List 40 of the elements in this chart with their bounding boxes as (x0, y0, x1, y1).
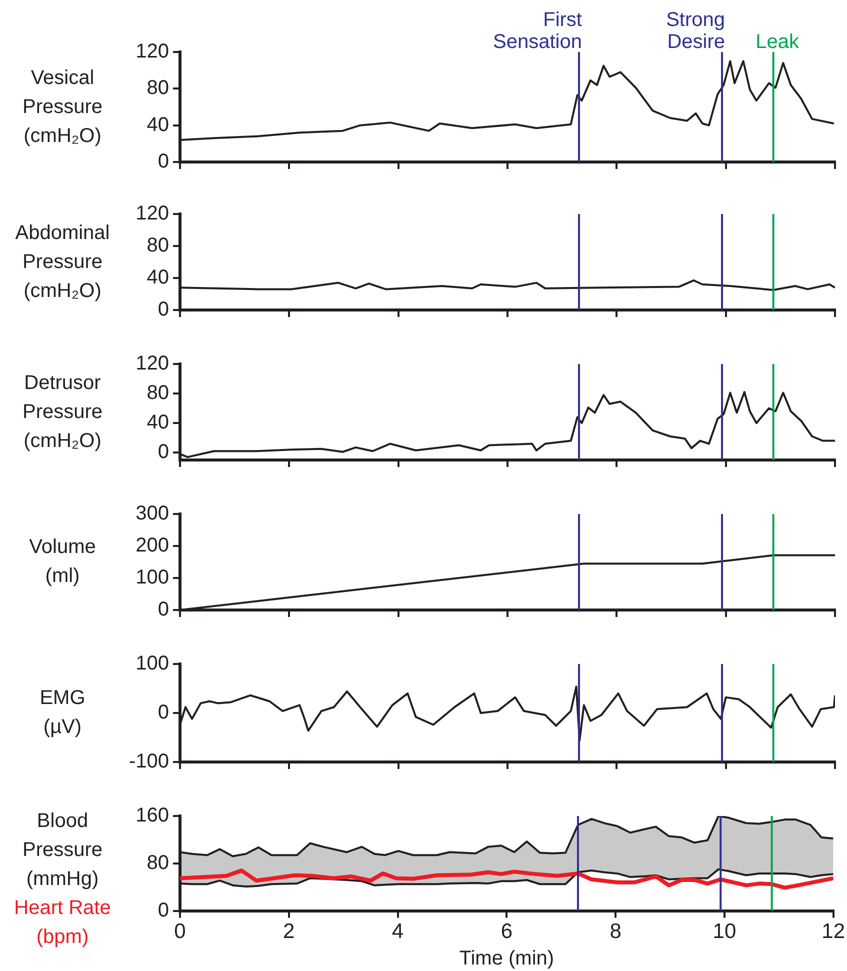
y-axis-title: Blood Pressure (mmHg) (22, 808, 103, 892)
ref-line-label: Strong Desire (666, 9, 726, 53)
y-tick-label: 200 (136, 534, 169, 557)
x-axis-title: Time (min) (459, 948, 554, 970)
y-tick-label: 100 (136, 652, 169, 675)
y-tick-label: 160 (136, 804, 169, 827)
y-tick-label: 0 (158, 150, 169, 173)
x-tick-label: 2 (283, 920, 295, 944)
y-tick-label: 0 (158, 702, 169, 724)
y-axis-title: EMG (µV) (40, 686, 86, 740)
y-tick-label: 100 (136, 566, 169, 589)
y-axis-title: Abdominal Pressure (cmH₂O) (15, 220, 110, 304)
y-tick-label: 40 (146, 114, 169, 136)
y-axis-title: Vesical Pressure (cmH₂O) (22, 66, 103, 148)
ref-line-label: Leak (756, 31, 800, 53)
y-tick-label: 80 (146, 382, 169, 404)
y-tick-label: 120 (136, 352, 169, 375)
y-tick-label: 80 (146, 234, 169, 257)
x-tick-label: 0 (174, 920, 186, 944)
y-axis-title: Volume (ml) (29, 535, 96, 589)
y-tick-label: 0 (158, 298, 169, 321)
y-tick-label: -100 (128, 750, 169, 773)
x-tick-label: 6 (500, 920, 513, 944)
y-tick-label: 40 (146, 266, 169, 289)
y-tick-label: 120 (136, 202, 169, 225)
y-axis-title: Detrusor Pressure (cmH₂O) (22, 370, 103, 454)
y-tick-label: 80 (146, 77, 169, 100)
y-tick-label: 0 (158, 899, 169, 922)
y-tick-label: 0 (158, 441, 169, 464)
y-tick-label: 80 (146, 852, 169, 874)
y-tick-label: 40 (146, 412, 169, 434)
y-tick-label: 120 (136, 40, 169, 63)
ref-line-label: First Sensation (493, 9, 582, 53)
x-tick-label: 10 (712, 920, 736, 944)
x-tick-label: 8 (610, 920, 622, 944)
x-tick-label: 12 (822, 920, 845, 944)
text: Heart Rate (bpm) (13, 896, 112, 950)
x-tick-label: 4 (392, 920, 404, 944)
y-tick-label: 300 (136, 502, 169, 525)
y-tick-label: 0 (158, 598, 169, 621)
